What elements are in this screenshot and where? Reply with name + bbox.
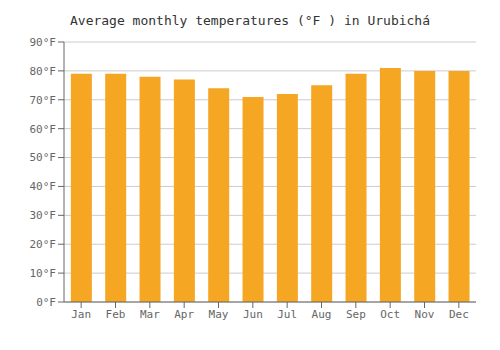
svg-text:Apr: Apr <box>174 308 194 321</box>
svg-text:50°F: 50°F <box>30 151 57 164</box>
svg-text:60°F: 60°F <box>30 123 57 136</box>
svg-text:Oct: Oct <box>380 308 400 321</box>
svg-text:Jun: Jun <box>243 308 263 321</box>
svg-text:40°F: 40°F <box>30 180 57 193</box>
svg-text:80°F: 80°F <box>30 65 57 78</box>
svg-text:70°F: 70°F <box>30 94 57 107</box>
svg-text:Nov: Nov <box>415 308 435 321</box>
svg-text:10°F: 10°F <box>30 267 57 280</box>
svg-text:20°F: 20°F <box>30 238 57 251</box>
svg-text:30°F: 30°F <box>30 209 57 222</box>
svg-text:Dec: Dec <box>449 308 469 321</box>
html-text:Average monthly temperatures (: Average monthly temperatures (°F ) in Ur… <box>70 13 430 28</box>
svg-text:Jul: Jul <box>277 308 297 321</box>
svg-text:Jan: Jan <box>71 308 91 321</box>
svg-text:May: May <box>209 308 229 321</box>
svg-text:Mar: Mar <box>140 308 160 321</box>
svg-text:Sep: Sep <box>346 308 366 321</box>
svg-text:Aug: Aug <box>312 308 332 321</box>
svg-text:0°F: 0°F <box>36 296 56 309</box>
svg-text:90°F: 90°F <box>30 36 57 49</box>
svg-text:Feb: Feb <box>106 308 126 321</box>
